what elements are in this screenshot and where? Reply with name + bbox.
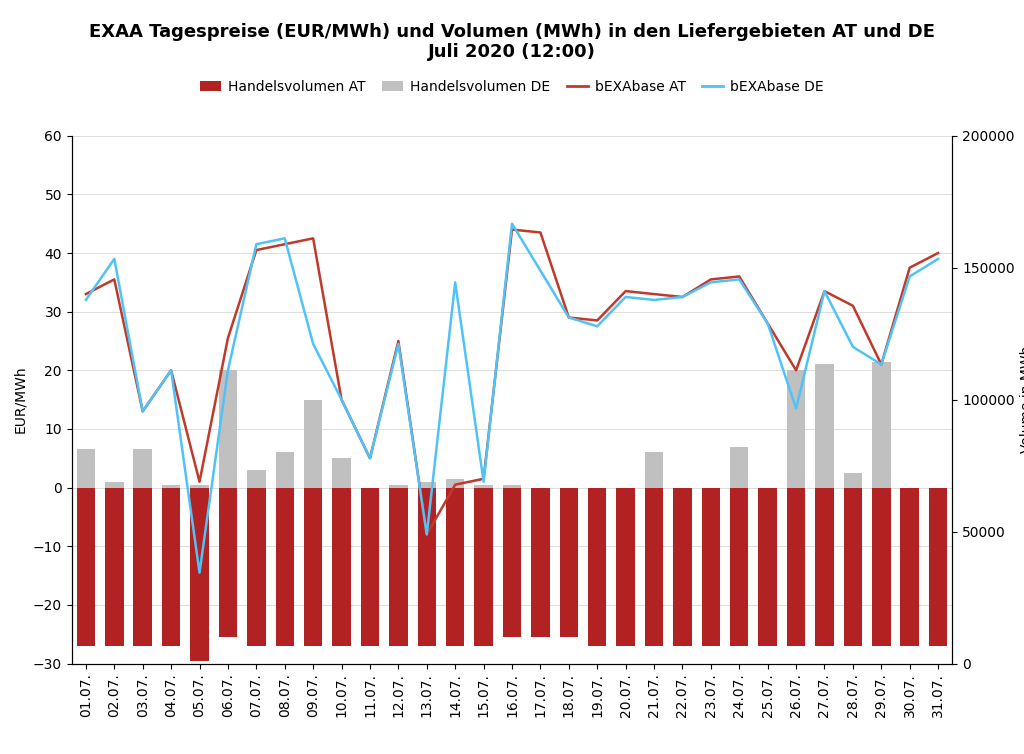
Bar — [360, 488, 379, 646]
Bar — [759, 488, 777, 646]
Bar — [503, 488, 521, 637]
Bar — [503, 485, 521, 488]
Bar — [304, 400, 323, 488]
Bar — [673, 488, 691, 502]
Bar — [360, 488, 379, 535]
Legend: Handelsvolumen AT, Handelsvolumen DE, bEXAbase AT, bEXAbase DE: Handelsvolumen AT, Handelsvolumen DE, bE… — [195, 74, 829, 100]
Bar — [616, 488, 635, 646]
Y-axis label: Volume in MWh: Volume in MWh — [1020, 346, 1024, 453]
Bar — [673, 488, 691, 646]
Bar — [730, 488, 749, 646]
Bar — [275, 488, 294, 646]
Bar — [588, 488, 606, 646]
Bar — [786, 370, 805, 488]
Bar — [645, 488, 664, 646]
Bar — [219, 370, 238, 488]
Bar — [900, 488, 919, 517]
Bar — [531, 488, 550, 637]
Bar — [645, 452, 664, 488]
Bar — [730, 446, 749, 488]
Bar — [275, 452, 294, 488]
Bar — [872, 361, 891, 488]
Bar — [304, 488, 323, 646]
Bar — [844, 488, 862, 646]
Bar — [219, 488, 238, 637]
Bar — [446, 488, 465, 646]
Bar — [105, 482, 124, 488]
Bar — [815, 488, 834, 646]
Bar — [190, 488, 209, 661]
Bar — [474, 488, 493, 646]
Bar — [247, 470, 265, 488]
Bar — [418, 482, 436, 488]
Bar — [105, 488, 124, 646]
Bar — [190, 485, 209, 488]
Bar — [900, 488, 919, 646]
Bar — [162, 488, 180, 646]
Bar — [786, 488, 805, 646]
Y-axis label: EUR/MWh: EUR/MWh — [13, 366, 28, 434]
Bar — [588, 488, 606, 549]
Bar — [701, 488, 720, 502]
Bar — [333, 488, 351, 646]
Bar — [77, 488, 95, 646]
Bar — [559, 488, 579, 505]
Bar — [872, 488, 891, 646]
Bar — [162, 485, 180, 488]
Bar — [929, 488, 947, 646]
Bar — [759, 488, 777, 505]
Bar — [389, 488, 408, 646]
Bar — [333, 458, 351, 488]
Bar — [474, 485, 493, 488]
Bar — [133, 488, 152, 646]
Bar — [815, 364, 834, 488]
Bar — [446, 479, 465, 488]
Bar — [77, 449, 95, 488]
Bar — [844, 473, 862, 488]
Text: EXAA Tagespreise (EUR/MWh) und Volumen (MWh) in den Liefergebieten AT und DE
Jul: EXAA Tagespreise (EUR/MWh) und Volumen (… — [89, 23, 935, 61]
Bar — [418, 488, 436, 646]
Bar — [531, 488, 550, 502]
Bar — [559, 488, 579, 637]
Bar — [929, 488, 947, 517]
Bar — [701, 488, 720, 646]
Bar — [247, 488, 265, 646]
Bar — [133, 449, 152, 488]
Bar — [389, 485, 408, 488]
